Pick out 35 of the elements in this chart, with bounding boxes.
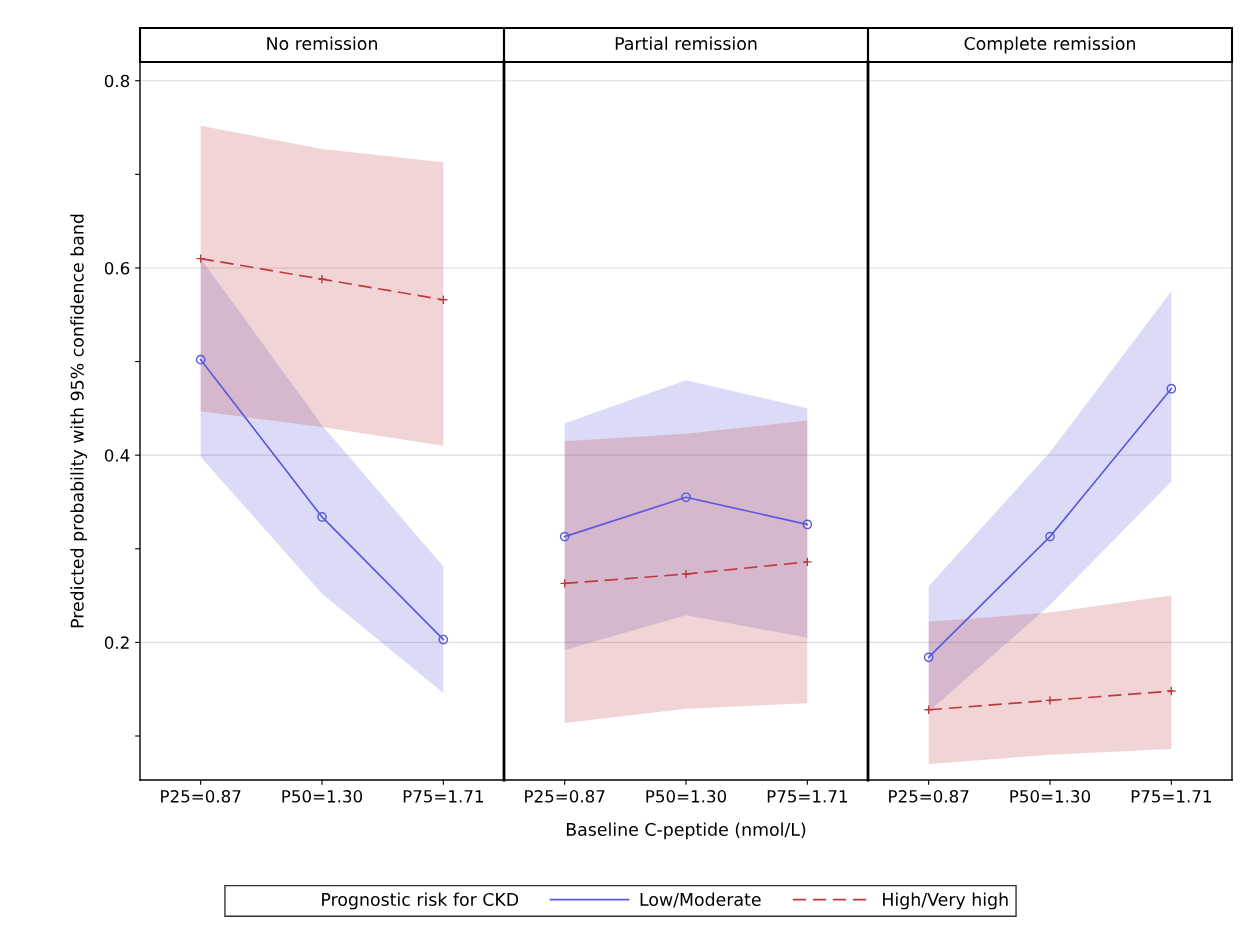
point xyxy=(1045,695,1055,706)
x-tick-label: P50=1.30 xyxy=(1010,790,1091,803)
y-tick-label: 0.2 xyxy=(104,636,129,649)
point xyxy=(1045,531,1055,542)
legend-label: High/Very high xyxy=(883,892,1008,910)
point xyxy=(923,652,934,663)
point xyxy=(802,557,813,567)
point xyxy=(438,634,449,645)
chart-title: Partial remission xyxy=(615,36,757,51)
chart-title: No remission xyxy=(267,36,377,51)
point xyxy=(681,569,691,579)
y-axis-title: Predicted probability with 95% confidence band xyxy=(70,214,88,628)
y-tick-label: 0.4 xyxy=(104,449,130,462)
point xyxy=(681,492,691,503)
point xyxy=(559,531,570,542)
chart-title: Complete remission xyxy=(964,36,1135,54)
y-tick-label: 0.6 xyxy=(104,261,130,275)
x-tick-label: P25=0.87 xyxy=(889,790,969,803)
point xyxy=(317,512,327,522)
x-tick-label: P50=1.30 xyxy=(282,790,363,803)
point xyxy=(1166,686,1177,696)
y-tick-label: 0.8 xyxy=(104,74,130,88)
legend-title: Prognostic risk for CKD xyxy=(322,892,519,910)
x-tick-label: P75=1.71 xyxy=(1131,790,1211,803)
x-tick-label: P25=0.87 xyxy=(161,790,241,803)
x-tick-label: P75=1.71 xyxy=(403,790,483,803)
x-tick-label: P75=1.71 xyxy=(767,790,847,803)
legend-label: Low/Moderate xyxy=(640,892,761,908)
point xyxy=(1166,383,1177,394)
x-tick-label: P50=1.30 xyxy=(646,790,727,803)
point xyxy=(317,274,327,285)
point xyxy=(802,519,813,530)
x-axis-title: Baseline C-peptide (nmol/L) xyxy=(566,822,806,840)
point xyxy=(195,354,206,365)
x-tick-label: P25=0.87 xyxy=(525,790,605,803)
